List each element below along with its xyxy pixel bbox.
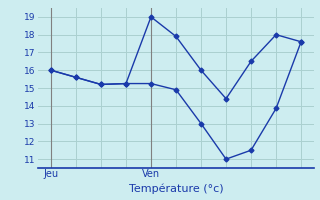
X-axis label: Température (°c): Température (°c) [129,184,223,194]
